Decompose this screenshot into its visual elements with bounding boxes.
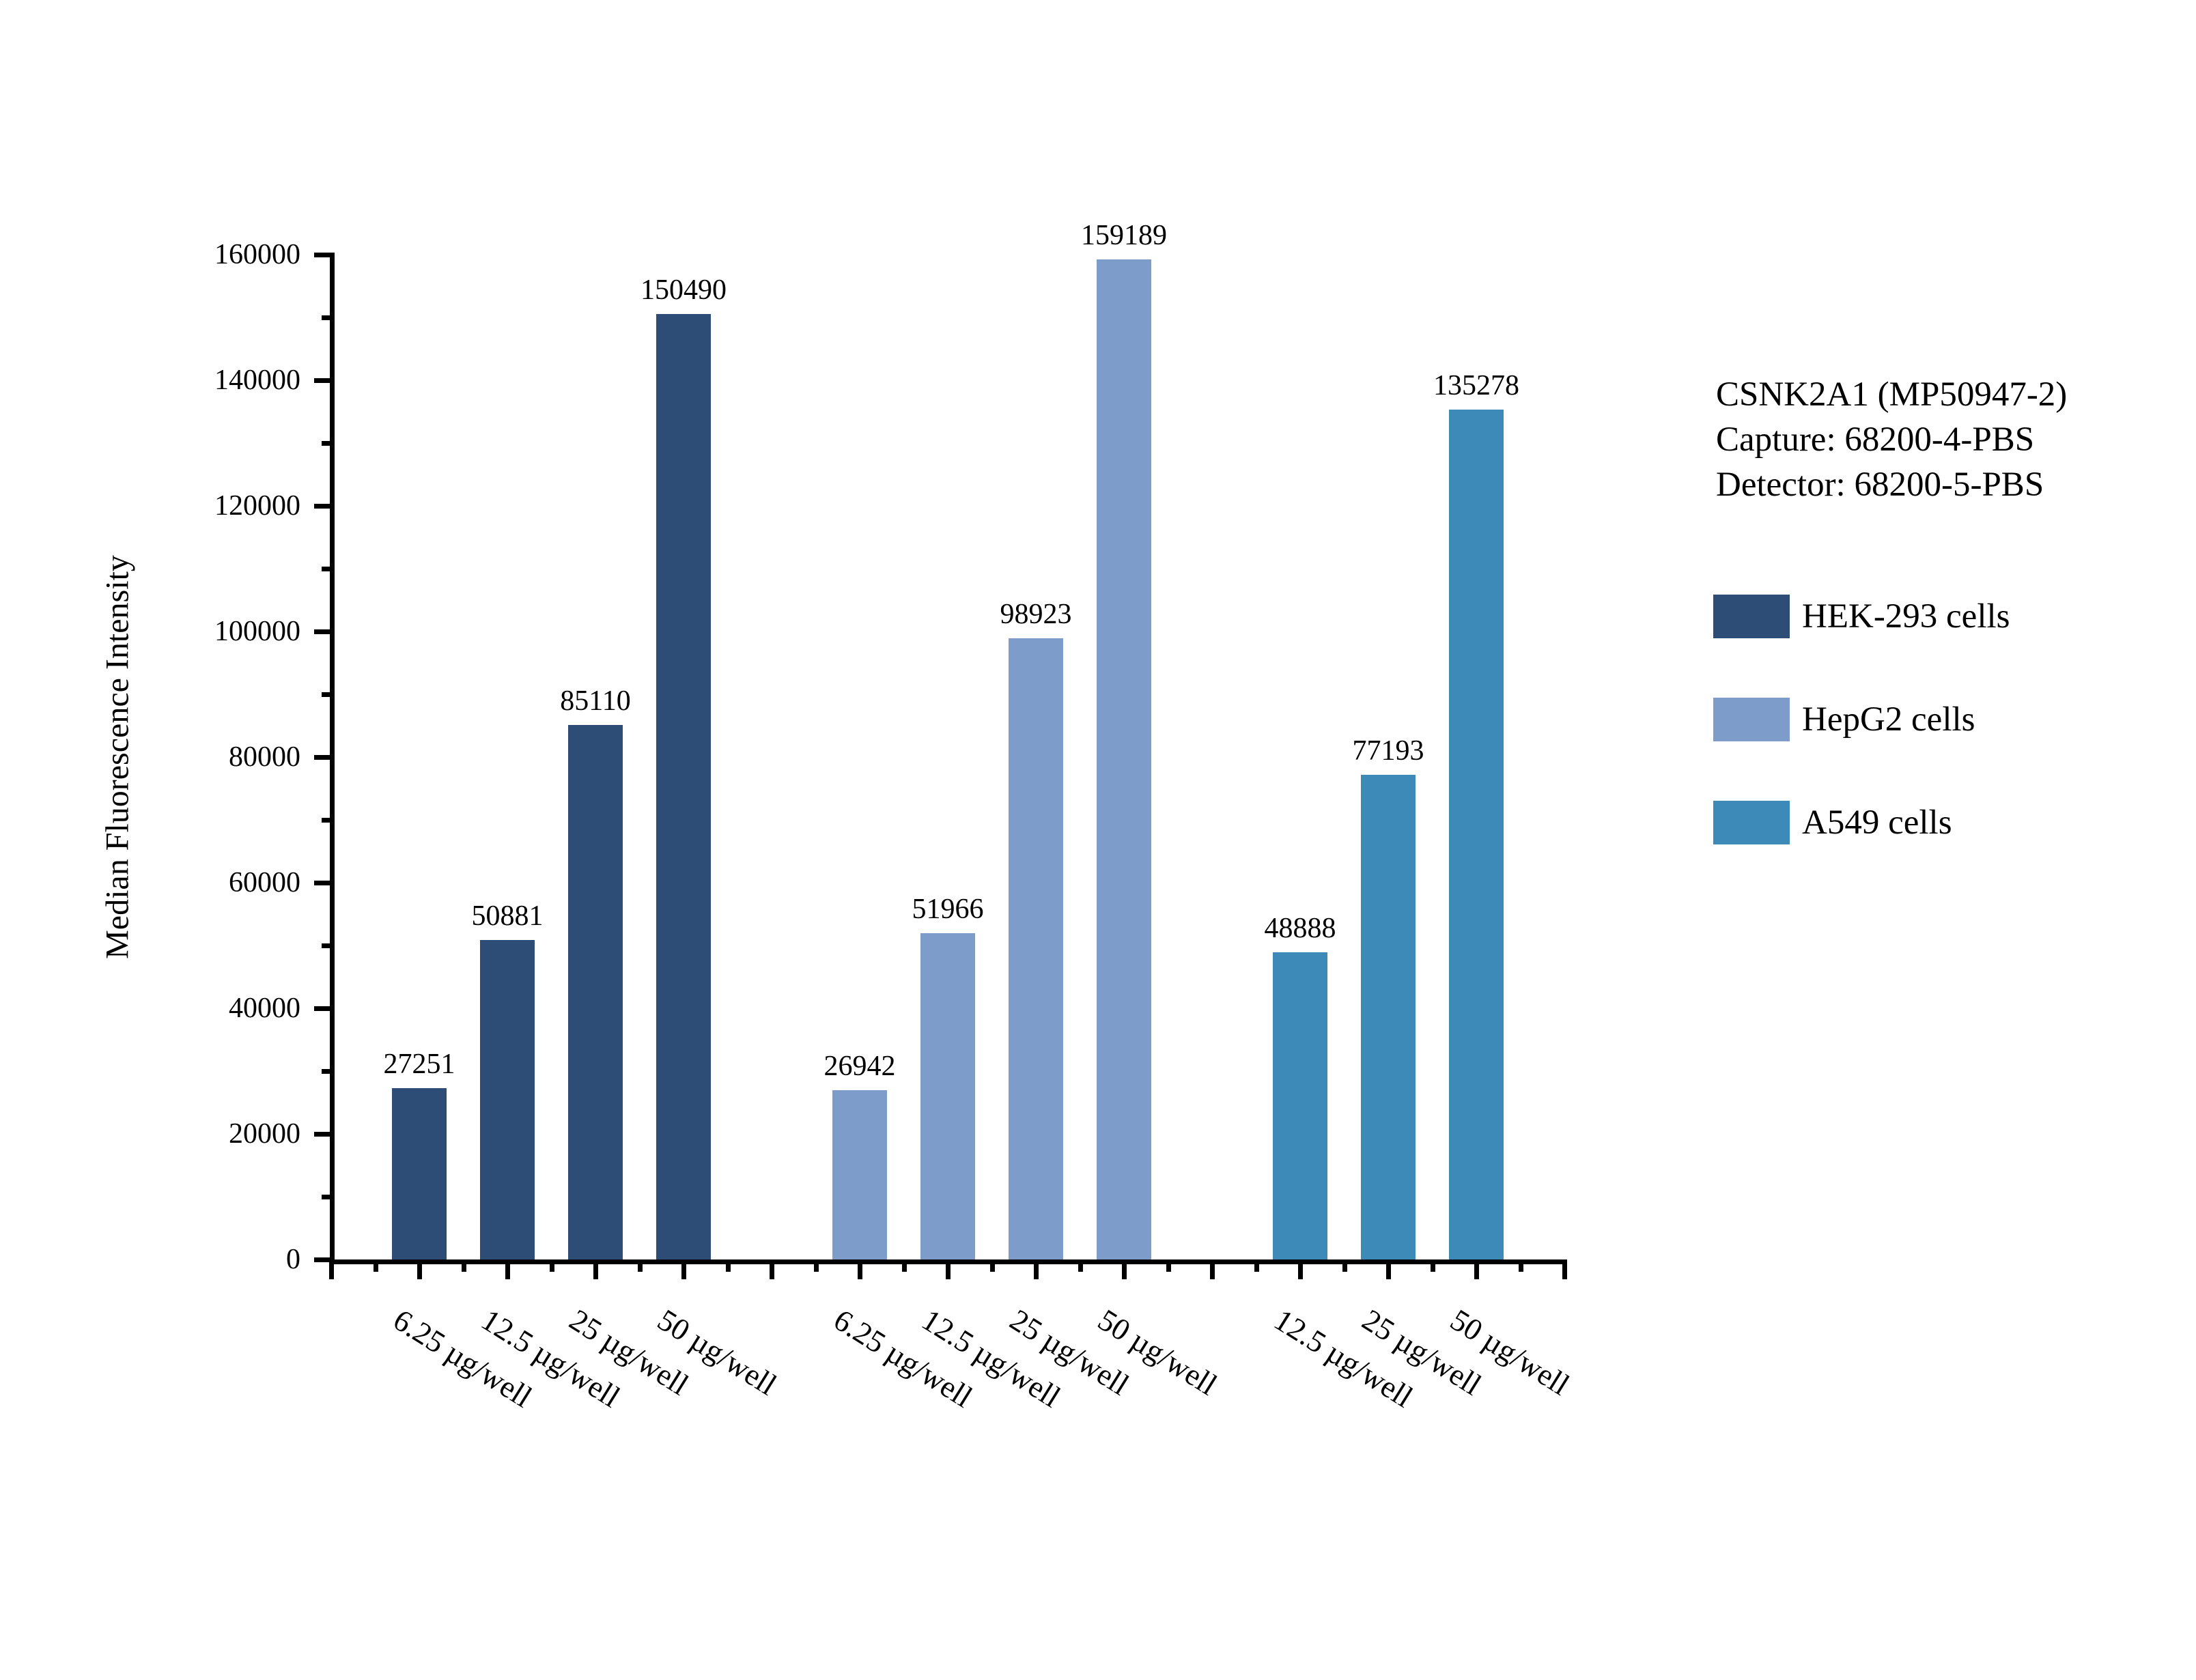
legend-label-hepg2: HepG2 cells xyxy=(1802,700,1975,739)
x-tick-minor xyxy=(902,1259,907,1272)
y-tick-minor xyxy=(322,1195,330,1199)
legend-item-a549: A549 cells xyxy=(1713,800,1952,845)
y-tick-minor xyxy=(322,567,330,571)
x-tick-major xyxy=(681,1259,686,1279)
bar-value-label: 135278 xyxy=(1433,370,1519,401)
bar xyxy=(1009,638,1063,1259)
bar-value-label: 159189 xyxy=(1081,220,1167,251)
x-tick-minor xyxy=(990,1259,995,1272)
y-tick-minor xyxy=(322,441,330,446)
y-tick-major xyxy=(314,881,330,885)
bar xyxy=(1273,952,1327,1259)
y-tick-minor xyxy=(322,943,330,948)
bar-value-label: 85110 xyxy=(560,685,631,717)
y-tick-minor xyxy=(322,315,330,320)
x-tick-major xyxy=(1474,1259,1479,1279)
bar xyxy=(392,1088,447,1259)
x-tick-major xyxy=(770,1259,774,1279)
x-tick-major xyxy=(858,1259,862,1279)
x-tick-major xyxy=(1386,1259,1391,1279)
x-tick-minor xyxy=(1342,1259,1347,1272)
x-tick-minor xyxy=(814,1259,819,1272)
bar-value-label: 48888 xyxy=(1264,913,1336,944)
legend-item-hek-293: HEK-293 cells xyxy=(1713,594,2010,639)
legend-label-a549: A549 cells xyxy=(1802,803,1952,842)
annotation-line-protein: CSNK2A1 (MP50947-2) xyxy=(1716,375,2068,414)
y-tick-major xyxy=(314,1257,330,1262)
y-tick-label: 60000 xyxy=(229,867,300,898)
annotation-line-detector: Detector: 68200-5-PBS xyxy=(1716,466,2044,504)
legend-swatch-hepg2 xyxy=(1713,698,1790,741)
x-tick-minor xyxy=(638,1259,643,1272)
bar xyxy=(656,314,711,1259)
x-tick-major xyxy=(1034,1259,1039,1279)
y-tick-label: 40000 xyxy=(229,993,300,1024)
x-tick-minor xyxy=(550,1259,554,1272)
y-tick-minor xyxy=(322,1069,330,1074)
annotation-block: CSNK2A1 (MP50947-2) Capture: 68200-4-PBS… xyxy=(1716,372,2067,507)
legend-item-hepg2: HepG2 cells xyxy=(1713,697,1975,742)
y-tick-major xyxy=(314,755,330,760)
y-axis-line xyxy=(330,253,335,1264)
bar xyxy=(920,933,975,1259)
y-tick-label: 160000 xyxy=(214,239,300,270)
y-tick-major xyxy=(314,1006,330,1011)
x-tick-major xyxy=(329,1259,334,1279)
bar xyxy=(480,940,535,1259)
y-tick-major xyxy=(314,1132,330,1137)
bar-value-label: 50881 xyxy=(471,900,544,932)
x-tick-major xyxy=(1210,1259,1215,1279)
y-tick-major xyxy=(314,253,330,257)
x-tick-minor xyxy=(1166,1259,1171,1272)
bar xyxy=(832,1090,887,1259)
annotation-line-capture: Capture: 68200-4-PBS xyxy=(1716,421,2035,459)
legend-label-hek-293: HEK-293 cells xyxy=(1802,597,2010,636)
bar xyxy=(1449,410,1504,1259)
x-tick-minor xyxy=(1431,1259,1435,1272)
y-tick-label: 20000 xyxy=(229,1118,300,1150)
bar-value-label: 150490 xyxy=(640,274,727,306)
y-tick-label: 0 xyxy=(286,1244,300,1275)
x-tick-major xyxy=(505,1259,510,1279)
y-tick-label: 80000 xyxy=(229,741,300,773)
x-tick-minor xyxy=(1078,1259,1083,1272)
y-tick-label: 100000 xyxy=(214,616,300,647)
x-tick-minor xyxy=(462,1259,466,1272)
x-tick-major xyxy=(417,1259,422,1279)
bar xyxy=(1361,775,1416,1259)
x-tick-major xyxy=(946,1259,951,1279)
y-tick-major xyxy=(314,504,330,509)
bar xyxy=(568,725,623,1259)
bar xyxy=(1097,259,1151,1259)
x-tick-major xyxy=(1122,1259,1127,1279)
x-tick-major xyxy=(1562,1259,1567,1279)
y-tick-label: 140000 xyxy=(214,365,300,396)
y-tick-minor xyxy=(322,818,330,823)
bar-value-label: 26942 xyxy=(824,1051,896,1082)
x-tick-minor xyxy=(374,1259,378,1272)
y-tick-major xyxy=(314,378,330,383)
x-tick-major xyxy=(1298,1259,1303,1279)
y-tick-major xyxy=(314,629,330,634)
x-tick-minor xyxy=(1254,1259,1259,1272)
bar-value-label: 27251 xyxy=(383,1049,455,1080)
bar-value-label: 77193 xyxy=(1352,735,1424,767)
bar-value-label: 51966 xyxy=(912,894,984,925)
y-tick-label: 120000 xyxy=(214,490,300,522)
bar-value-label: 98923 xyxy=(1000,599,1072,630)
x-tick-minor xyxy=(1519,1259,1523,1272)
legend-swatch-a549 xyxy=(1713,801,1790,844)
y-tick-minor xyxy=(322,692,330,697)
legend-swatch-hek-293 xyxy=(1713,595,1790,638)
x-tick-major xyxy=(593,1259,598,1279)
x-tick-minor xyxy=(726,1259,731,1272)
